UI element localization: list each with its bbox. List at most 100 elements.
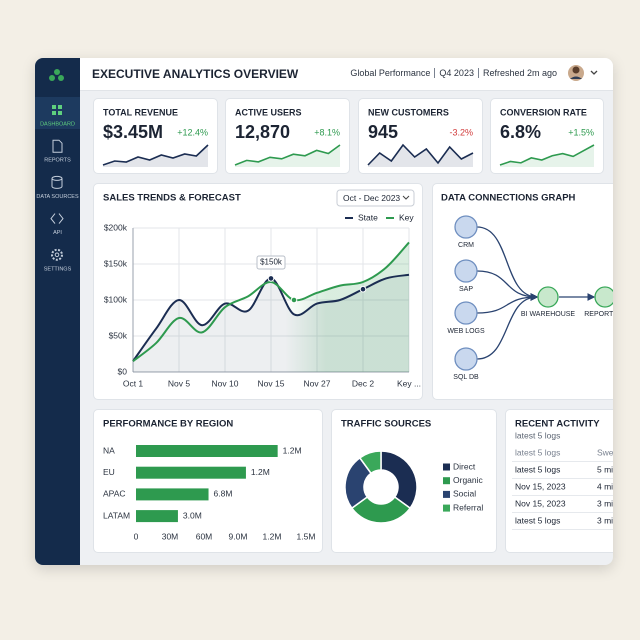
nav-icon-part bbox=[58, 111, 62, 115]
x-tick-label: 60M bbox=[196, 531, 213, 541]
legend-swatch bbox=[443, 490, 450, 498]
y-tick-label: $50k bbox=[109, 330, 128, 340]
nav-label[interactable]: API bbox=[53, 230, 62, 236]
x-tick-label: 1.5M bbox=[297, 531, 316, 541]
table-cell: latest 5 logs bbox=[515, 447, 560, 457]
sidebar: DASHBOARD REPORTS DATA SOURCES API SETTINGS bbox=[35, 58, 80, 565]
category-label: LATAM bbox=[103, 510, 130, 520]
nav-item[interactable]: SETTINGS bbox=[44, 248, 72, 272]
kpi-card-canvas: NEW CUSTOMERS 945 -3.2% bbox=[367, 107, 474, 167]
legend-label: State bbox=[358, 212, 378, 222]
user-menu[interactable] bbox=[565, 58, 605, 90]
node-label: REPORTING bbox=[584, 311, 613, 318]
point-marker bbox=[267, 275, 275, 282]
kpi-card-canvas: TOTAL REVENUE $3.45M +12.4% bbox=[102, 107, 209, 167]
sparkline bbox=[234, 144, 341, 166]
category-label: NA bbox=[103, 445, 115, 455]
table-cell: 3 min bbox=[597, 515, 613, 525]
category-label: APAC bbox=[103, 489, 126, 499]
range-dropdown[interactable]: Oct - Dec 2023 bbox=[336, 189, 415, 207]
kpi-label: TOTAL REVENUE bbox=[103, 107, 178, 117]
x-tick-label: Nov 10 bbox=[212, 378, 239, 388]
x-tick-label: Nov 27 bbox=[304, 378, 331, 388]
nav-icon-part bbox=[51, 178, 63, 189]
table-cell: Swee bbox=[597, 447, 613, 457]
kpi-value: 12,870 bbox=[235, 122, 290, 142]
sparkline bbox=[499, 144, 595, 166]
traffic-card: TRAFFIC SOURCES Direct Organic Social Referr… bbox=[331, 409, 497, 553]
legend-label: Referral bbox=[453, 502, 483, 512]
kpi-change: +12.4% bbox=[177, 127, 208, 137]
nav-icon-part bbox=[50, 213, 64, 224]
kpi-card-canvas: CONVERSION RATE 6.8% +1.5% bbox=[499, 107, 595, 167]
table-cell: Nov 15, 2023 bbox=[515, 481, 566, 491]
kpi-value: 6.8% bbox=[500, 122, 541, 142]
nav-label[interactable]: REPORTS bbox=[44, 158, 71, 164]
series-line bbox=[132, 241, 410, 362]
nav-label[interactable]: DASHBOARD bbox=[40, 121, 75, 127]
table-cell: latest 5 logs bbox=[515, 464, 560, 474]
dropdown-text: Oct - Dec 2023 bbox=[343, 193, 400, 203]
x-tick-label: Key ... bbox=[397, 378, 421, 388]
card-title: PERFORMANCE BY REGION bbox=[103, 419, 233, 430]
kpi-change: +1.5% bbox=[568, 127, 594, 137]
value-label: 1.2M bbox=[251, 467, 270, 477]
traffic-card-canvas: TRAFFIC SOURCES Direct Organic Social Referr… bbox=[341, 419, 484, 524]
y-tick-label: $200k bbox=[104, 222, 128, 232]
legend-label: Direct bbox=[453, 461, 476, 471]
kpi-card: ACTIVE USERS 12,870 +8.1% bbox=[225, 98, 350, 174]
nav-item[interactable]: REPORTS bbox=[44, 139, 71, 164]
node bbox=[537, 286, 559, 308]
annotation-box bbox=[256, 255, 286, 270]
x-tick-label: 1.2M bbox=[263, 531, 282, 541]
donut-slice bbox=[358, 450, 382, 475]
series-area bbox=[133, 242, 409, 372]
nav-item[interactable]: DATA SOURCES bbox=[36, 175, 79, 200]
context-item: Refreshed 2m ago bbox=[477, 68, 561, 78]
dropdown-chevron[interactable] bbox=[590, 70, 598, 75]
kpi-value: 945 bbox=[368, 122, 398, 142]
sparkline bbox=[102, 144, 209, 166]
activity-card-canvas: RECENT ACTIVITY latest 5 logs latest 5 log… bbox=[512, 419, 613, 530]
y-tick-label: $0 bbox=[118, 366, 128, 376]
legend-label: Key bbox=[399, 212, 414, 222]
graph-card: DATA CONNECTIONS GRAPH CRM SAP WEB LOGS SQL … bbox=[432, 183, 613, 400]
node bbox=[594, 286, 613, 308]
kpi-label: CONVERSION RATE bbox=[500, 107, 587, 117]
activity-card: RECENT ACTIVITY latest 5 logs latest 5 log… bbox=[505, 409, 613, 553]
region-card-canvas: PERFORMANCE BY REGION 0 30M 60M 9.0M 1.2M 1.5M… bbox=[103, 419, 316, 542]
x-tick-label: 0 bbox=[134, 531, 139, 541]
nav-label[interactable]: SETTINGS bbox=[44, 266, 72, 272]
node-label: WEB LOGS bbox=[447, 328, 485, 335]
y-tick-label: $150k bbox=[104, 258, 128, 268]
logo bbox=[49, 69, 64, 81]
x-tick-label: Dec 2 bbox=[352, 378, 374, 388]
nav-item[interactable]: DASHBOARD bbox=[35, 97, 80, 129]
kpi-card: NEW CUSTOMERS 945 -3.2% bbox=[358, 98, 483, 174]
card-title: SALES TRENDS & FORECAST bbox=[103, 193, 241, 204]
sparkline bbox=[367, 143, 474, 166]
dropdown-box bbox=[336, 189, 415, 207]
x-tick-label: Nov 5 bbox=[168, 378, 190, 388]
point-marker bbox=[359, 285, 367, 293]
legend-label: Organic bbox=[453, 475, 484, 485]
header: EXECUTIVE ANALYTICS OVERVIEW Global Perf… bbox=[80, 58, 613, 91]
app-window: DASHBOARD REPORTS DATA SOURCES API SETTINGS … bbox=[35, 58, 613, 565]
graph-card-canvas: DATA CONNECTIONS GRAPH CRM SAP WEB LOGS SQL … bbox=[441, 193, 613, 381]
card-title: RECENT ACTIVITY bbox=[515, 419, 600, 430]
sparkline-area bbox=[368, 145, 473, 167]
bar bbox=[136, 445, 278, 457]
legend-swatch bbox=[443, 477, 450, 485]
legend-label: Social bbox=[453, 489, 476, 499]
nav-item[interactable]: API bbox=[50, 213, 64, 236]
nav-icon-part bbox=[51, 248, 63, 261]
sidebar-nav: DASHBOARD REPORTS DATA SOURCES API SETTINGS bbox=[35, 69, 80, 272]
bar bbox=[136, 488, 209, 501]
x-tick-label: Nov 15 bbox=[258, 378, 285, 388]
nav-label[interactable]: DATA SOURCES bbox=[36, 194, 79, 200]
edge bbox=[476, 293, 539, 314]
kpi-label: ACTIVE USERS bbox=[235, 107, 302, 117]
donut-slice bbox=[380, 450, 418, 510]
